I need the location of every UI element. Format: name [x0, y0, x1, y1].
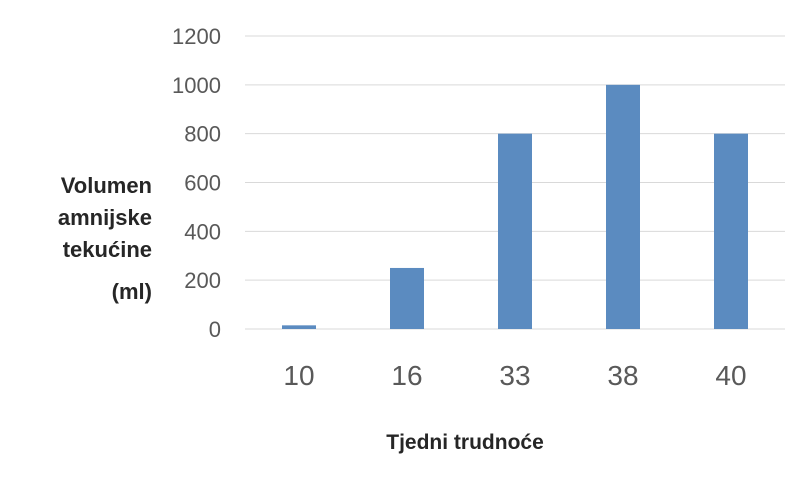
y-tick-label: 600 [184, 171, 221, 196]
x-tick-label: 40 [715, 360, 746, 391]
y-tick-label: 1200 [172, 24, 221, 49]
y-axis-label-line: Volumen [61, 173, 152, 198]
y-tick-label: 200 [184, 268, 221, 293]
y-axis-label-line: amnijske [58, 205, 152, 230]
bar-week-16 [390, 267, 424, 329]
x-tick-label: 16 [391, 360, 422, 391]
y-tick-label: 1000 [172, 73, 221, 98]
x-tick-label: 38 [607, 360, 638, 391]
y-axis-label: Volumen amnijske tekućine (ml) [58, 173, 152, 304]
x-tick-labels: 10 16 33 38 40 [283, 360, 746, 391]
y-tick-label: 400 [184, 219, 221, 244]
bar-week-33 [498, 133, 532, 329]
x-tick-label: 33 [499, 360, 530, 391]
x-axis-label: Tjedni trudnoće [386, 431, 544, 454]
bars [282, 84, 748, 329]
x-tick-label: 10 [283, 360, 314, 391]
y-axis-label-line: tekućine [63, 237, 152, 262]
bar-week-40 [714, 133, 748, 329]
y-tick-label: 0 [209, 317, 221, 342]
bar-week-10 [282, 325, 316, 329]
bar-week-38 [606, 84, 640, 329]
y-tick-label: 800 [184, 122, 221, 147]
y-tick-labels: 0 200 400 600 800 1000 1200 [172, 24, 221, 342]
y-axis-label-line: (ml) [112, 279, 152, 304]
